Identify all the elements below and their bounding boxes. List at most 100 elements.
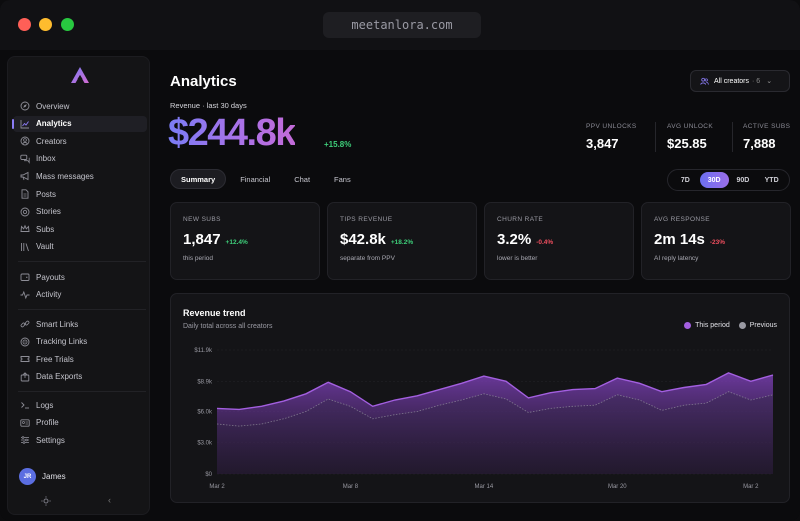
- sidebar-item-posts[interactable]: Posts: [13, 186, 147, 202]
- range-ytd[interactable]: YTD: [764, 176, 779, 184]
- sidebar-item-label: Profile: [36, 418, 59, 428]
- y-tick-label: $0: [205, 472, 212, 478]
- x-tick-label: Mar 8: [343, 484, 359, 490]
- sidebar-divider: [18, 309, 146, 311]
- sidebar-item-vault[interactable]: Vault: [13, 239, 147, 255]
- metric-card-churn-rate[interactable]: CHURN RATE 3.2% -0.4% lower is better: [484, 202, 634, 280]
- kpi-avg-unlock: AVG UNLOCK $25.85: [667, 123, 713, 151]
- sidebar-item-label: Settings: [36, 435, 65, 445]
- legend-item-previous[interactable]: Previous: [738, 322, 777, 329]
- legend-label: Previous: [749, 322, 777, 329]
- sidebar-item-label: Payouts: [36, 272, 65, 282]
- legend-label: This period: [695, 322, 730, 329]
- minimize-window-button[interactable]: [39, 18, 52, 31]
- card-delta: -0.4%: [536, 239, 554, 246]
- sidebar-item-analytics[interactable]: Analytics: [12, 115, 147, 132]
- this-period-line: [216, 372, 774, 411]
- range-7d[interactable]: 7D: [680, 176, 690, 184]
- export-icon: [19, 371, 30, 382]
- sidebar-item-label: Data Exports: [36, 372, 83, 382]
- chart-subtitle: Daily total across all creators: [183, 323, 273, 330]
- sidebar-item-free-trials[interactable]: Free Trials: [13, 351, 147, 367]
- x-tick-label: Mar 2: [209, 484, 225, 490]
- card-label: NEW SUBS: [183, 216, 221, 223]
- title-bar: meetanlora.com: [0, 0, 800, 50]
- range-90d[interactable]: 90D: [736, 176, 750, 184]
- sidebar-item-payouts[interactable]: Payouts: [13, 269, 147, 285]
- sidebar-item-label: Posts: [36, 189, 57, 199]
- card-caption: lower is better: [497, 255, 538, 262]
- main-content: Analytics All creators · 6 ⌄ Revenue · l…: [160, 56, 800, 521]
- tab-fans[interactable]: Fans: [334, 174, 351, 184]
- sidebar: Overview Analytics Creators Inbox Mass messa…: [7, 56, 150, 515]
- sidebar-divider: [18, 391, 146, 393]
- creator-count: · 6: [752, 77, 761, 85]
- sun-icon[interactable]: [41, 496, 51, 506]
- document-icon: [19, 189, 30, 200]
- maximize-window-button[interactable]: [61, 18, 74, 31]
- metric-card-tips-revenue[interactable]: TIPS REVENUE $42.8k +18.2% separate from PP…: [327, 202, 477, 280]
- sidebar-divider: [18, 261, 146, 263]
- sidebar-item-mass-messages[interactable]: Mass messages: [13, 168, 147, 184]
- card-delta: -23%: [709, 239, 726, 246]
- sidebar-item-subs[interactable]: Subs: [13, 221, 147, 237]
- sidebar-item-label: Analytics: [36, 119, 72, 129]
- sidebar-item-profile[interactable]: Profile: [13, 415, 147, 431]
- kpi-ppv-unlocks: PPV UNLOCKS 3,847: [586, 123, 637, 151]
- chart-line-icon: [19, 118, 30, 129]
- compass-icon: [19, 101, 30, 112]
- sidebar-item-label: Tracking Links: [36, 337, 88, 347]
- collapse-sidebar-icon[interactable]: ‹: [108, 495, 111, 505]
- kpi-value: $25.85: [667, 136, 707, 151]
- tab-chat[interactable]: Chat: [294, 174, 311, 184]
- metric-card-avg-response[interactable]: AVG RESPONSE 2m 14s -23% AI reply latency: [641, 202, 791, 280]
- chart-legend: This period Previous: [675, 322, 777, 329]
- sidebar-item-stories[interactable]: Stories: [13, 204, 147, 220]
- tab-financial[interactable]: Financial: [240, 174, 271, 184]
- sidebar-item-label: Vault: [36, 242, 54, 252]
- date-range-selector: 7D 30D 90D YTD: [667, 169, 790, 191]
- previous-area: [217, 391, 773, 474]
- range-30d[interactable]: 30D: [699, 172, 729, 188]
- chat-bubbles-icon: [19, 153, 30, 164]
- sidebar-item-activity[interactable]: Activity: [13, 287, 147, 303]
- legend-dot: [738, 322, 746, 329]
- metric-card-new-subs[interactable]: NEW SUBS 1,847 +12.4% this period: [170, 202, 320, 280]
- card-label: CHURN RATE: [497, 216, 544, 223]
- legend-item-this-period[interactable]: This period: [684, 322, 730, 329]
- sidebar-item-settings[interactable]: Settings: [13, 432, 147, 448]
- creator-filter-dropdown[interactable]: All creators · 6 ⌄: [690, 70, 790, 92]
- sidebar-item-label: Free Trials: [36, 354, 74, 364]
- y-tick-label: $11.9k: [194, 348, 213, 354]
- url-bar[interactable]: meetanlora.com: [323, 12, 481, 38]
- sidebar-item-label: Stories: [36, 207, 61, 217]
- page-title: Analytics: [170, 73, 237, 90]
- sidebar-item-tracking-links[interactable]: Tracking Links: [13, 334, 147, 350]
- y-tick-label: $8.9k: [197, 379, 213, 385]
- sliders-icon: [19, 435, 30, 446]
- tab-summary[interactable]: Summary: [170, 169, 227, 189]
- id-card-icon: [19, 417, 30, 428]
- card-caption: this period: [183, 255, 213, 262]
- sidebar-item-smart-links[interactable]: Smart Links: [13, 316, 147, 332]
- revenue-label: Revenue · last 30 days: [170, 101, 247, 110]
- app-logo-icon[interactable]: [70, 66, 90, 84]
- sidebar-item-label: Creators: [36, 136, 67, 146]
- sidebar-item-inbox[interactable]: Inbox: [13, 151, 147, 167]
- sidebar-item-label: Logs: [36, 400, 54, 410]
- sidebar-item-overview[interactable]: Overview: [13, 98, 147, 114]
- close-window-button[interactable]: [18, 18, 31, 31]
- creator-filter-label: All creators: [714, 77, 750, 85]
- sidebar-item-data-exports[interactable]: Data Exports: [13, 369, 147, 385]
- sidebar-item-logs[interactable]: Logs: [13, 397, 147, 413]
- aperture-icon: [19, 206, 30, 217]
- avatar: JR: [19, 468, 36, 485]
- sidebar-item-creators[interactable]: Creators: [13, 133, 147, 149]
- kpi-label: PPV UNLOCKS: [586, 123, 637, 130]
- sidebar-item-label: Overview: [36, 101, 70, 111]
- sidebar-item-label: Smart Links: [36, 319, 79, 329]
- user-circle-icon: [19, 136, 30, 147]
- user-profile[interactable]: JR James: [19, 468, 66, 485]
- card-caption: AI reply latency: [654, 255, 699, 262]
- sidebar-item-label: Inbox: [36, 154, 56, 164]
